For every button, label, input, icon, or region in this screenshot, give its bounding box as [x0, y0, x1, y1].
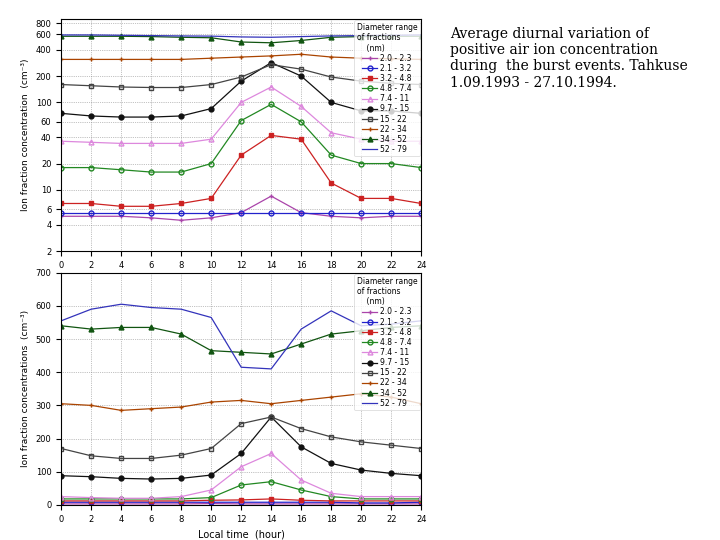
- Y-axis label: Ion fraction concentration  (cm⁻³): Ion fraction concentration (cm⁻³): [21, 59, 30, 211]
- Legend: 2.0 - 2.3, 2.1 - 3.2, 3.2 - 4.8, 4.8 - 7.4, 7.4 - 11, 9.7 - 15, 15 - 22, 22 - 34: 2.0 - 2.3, 2.1 - 3.2, 3.2 - 4.8, 4.8 - 7…: [354, 21, 420, 156]
- X-axis label: Local time  (hour): Local time (hour): [198, 529, 284, 539]
- Y-axis label: Ion fraction concentrations  (cm⁻³): Ion fraction concentrations (cm⁻³): [21, 310, 30, 467]
- X-axis label: Local time  (hour): Local time (hour): [198, 275, 284, 285]
- Legend: 2.0 - 2.3, 2.1 - 3.2, 3.2 - 4.8, 4.8 - 7.4, 7.4 - 11, 9.7 - 15, 15 - 22, 22 - 34: 2.0 - 2.3, 2.1 - 3.2, 3.2 - 4.8, 4.8 - 7…: [354, 274, 420, 410]
- Text: Average diurnal variation of
positive air ion concentration
during  the burst ev: Average diurnal variation of positive ai…: [450, 27, 688, 90]
